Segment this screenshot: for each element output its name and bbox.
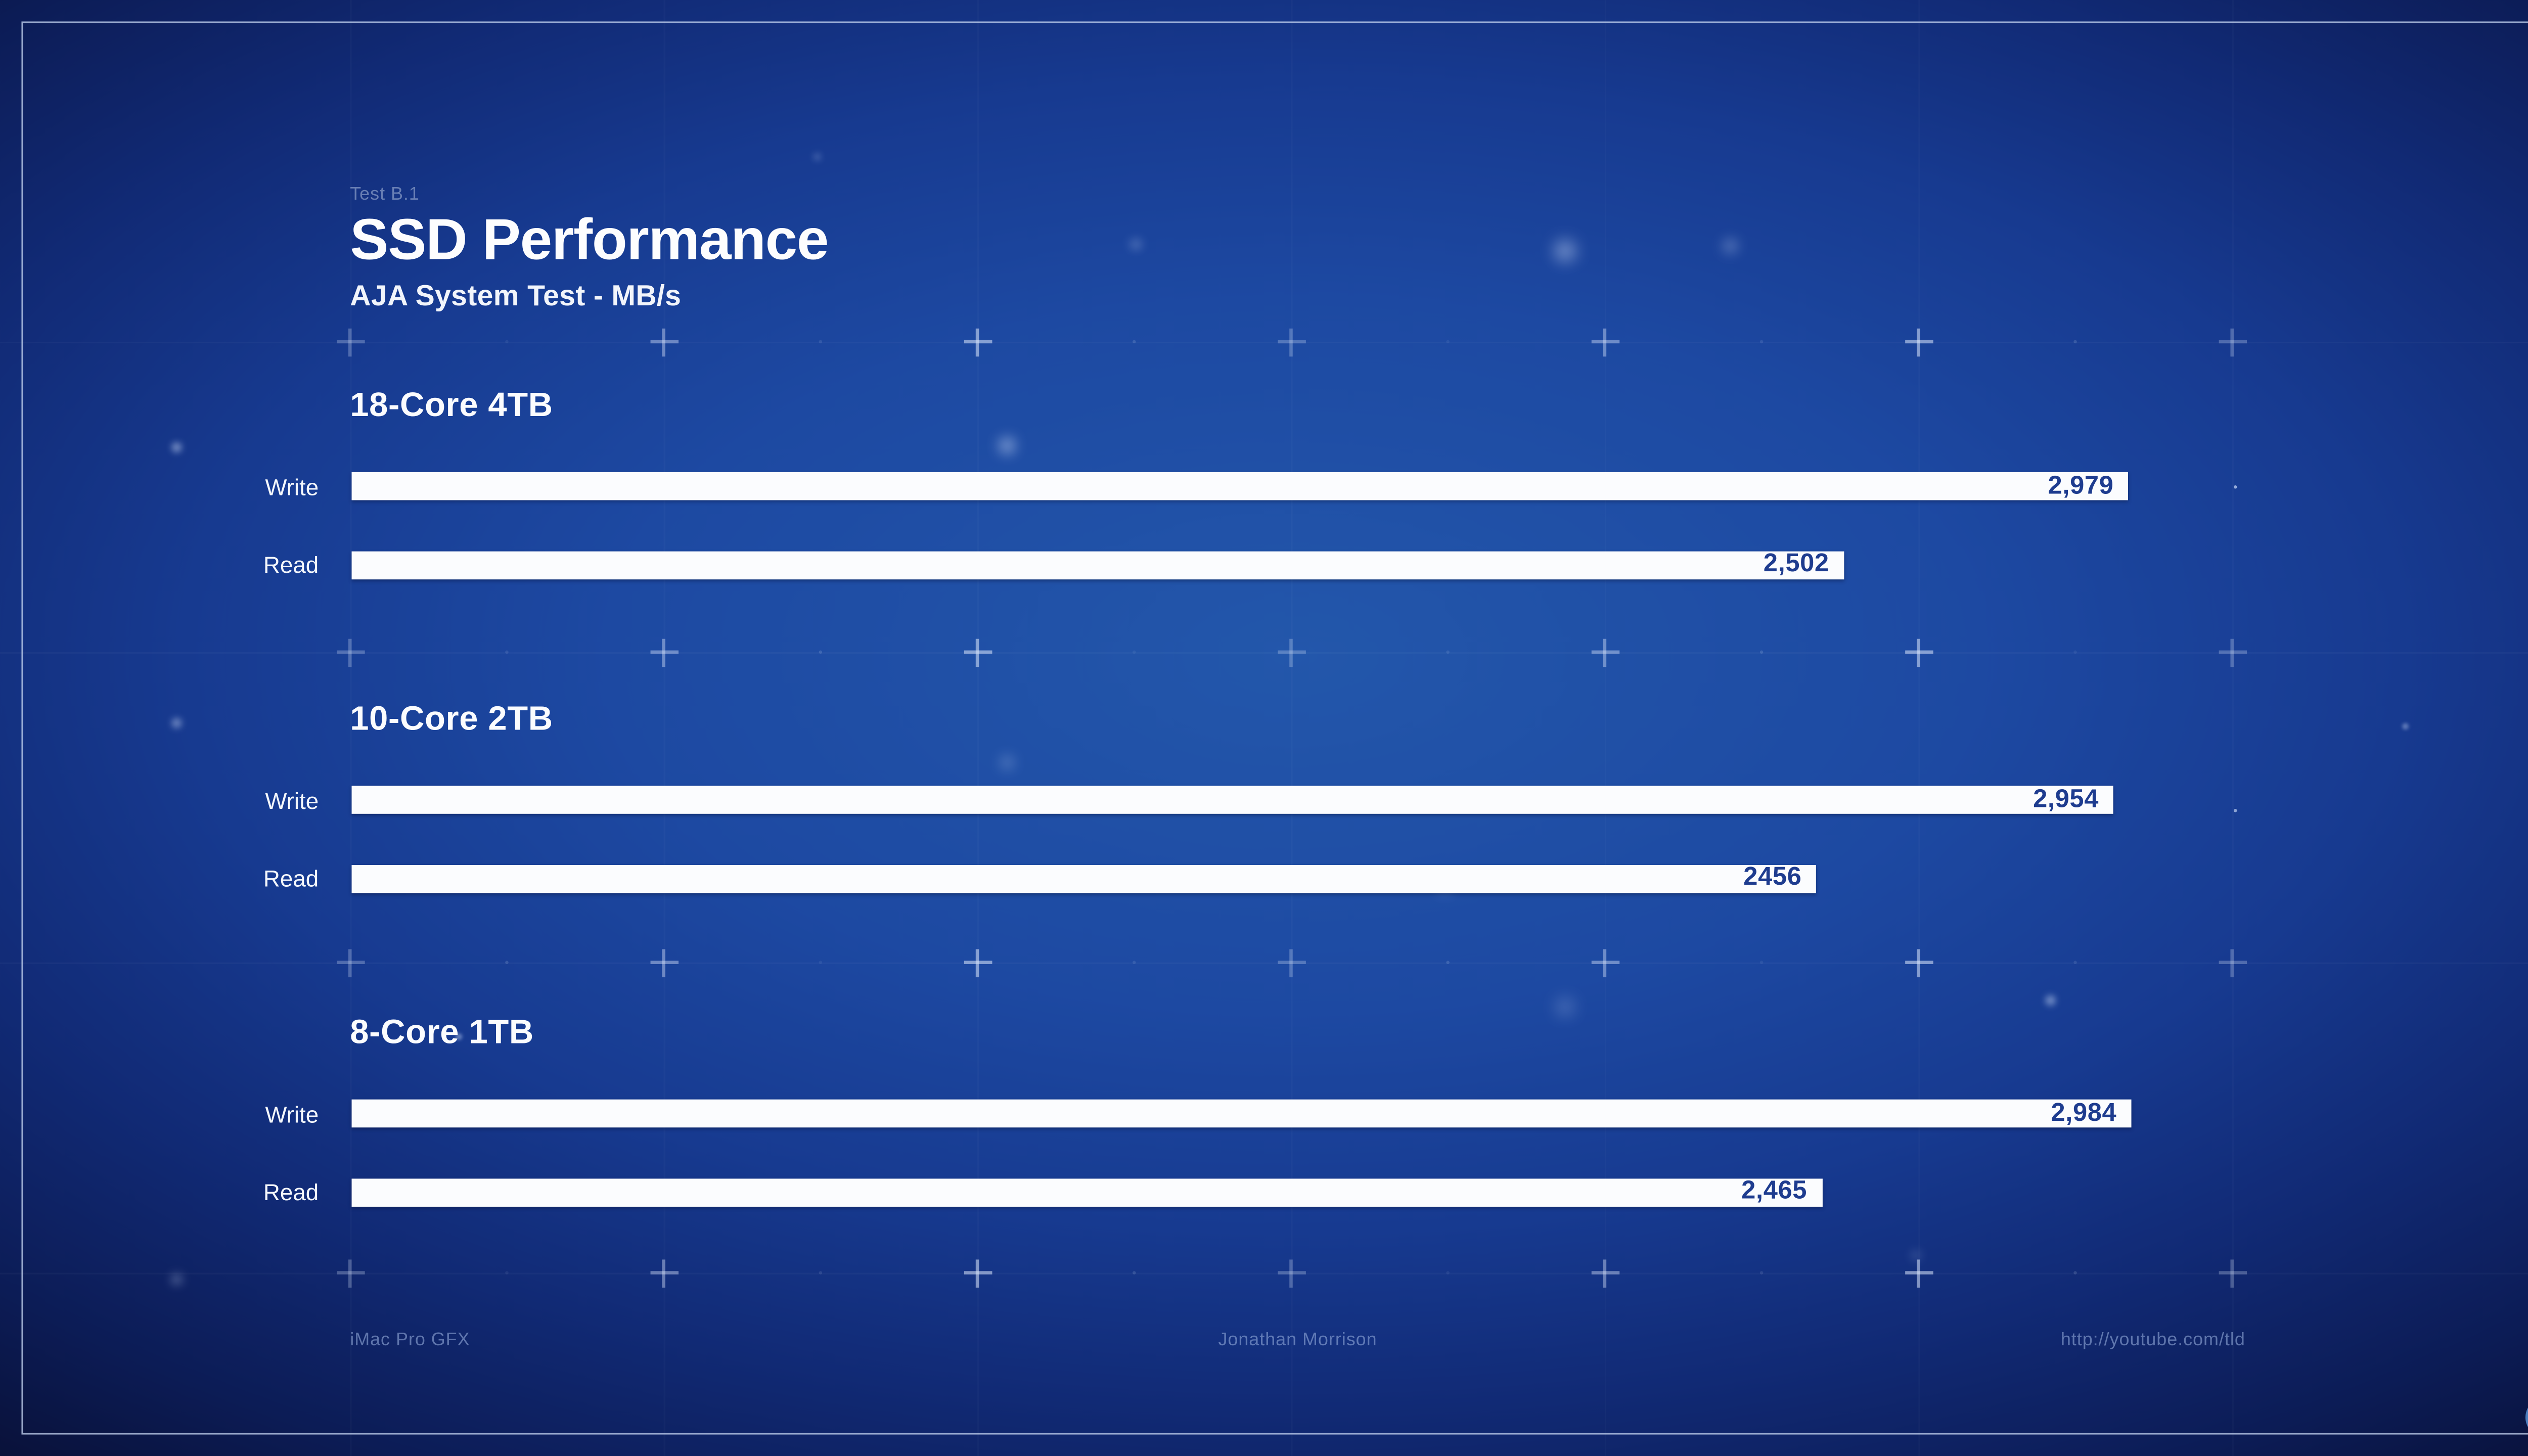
bar-label: Read xyxy=(263,1178,319,1205)
plus-pattern-icon xyxy=(963,638,991,666)
bar-row: Write 2,979 xyxy=(0,471,2528,500)
bar-value: 2456 xyxy=(1743,863,1802,892)
bar: 2,465 xyxy=(351,1177,1822,1206)
plus-pattern-icon xyxy=(1277,1258,1305,1287)
bar-label: Write xyxy=(265,786,319,813)
plus-pattern-icon xyxy=(649,948,678,977)
bar-value: 2,465 xyxy=(1741,1177,1808,1205)
chart-group: 8-Core 1TB Write 2,984 Read 2,465 xyxy=(0,1014,2528,1206)
plus-pattern-icon xyxy=(336,948,364,977)
plus-pattern-icon xyxy=(1904,1258,1933,1287)
chart-group: 10-Core 2TB Write 2,954 Read 2456 xyxy=(0,700,2528,892)
page-title: SSD Performance xyxy=(350,208,829,272)
plus-pattern-icon xyxy=(1277,638,1305,666)
bar: 2,984 xyxy=(351,1099,2132,1128)
footer-right-url: http://youtube.com/tld xyxy=(2060,1330,2245,1351)
bar-track: 2,465 xyxy=(351,1177,2201,1206)
bar-row: Read 2,502 xyxy=(0,550,2528,579)
bar-label: Write xyxy=(265,1100,319,1127)
bar-label: Read xyxy=(263,551,319,578)
bar-value: 2,954 xyxy=(2033,785,2099,813)
bar-row: Read 2,465 xyxy=(0,1177,2528,1206)
plus-pattern-icon xyxy=(2218,948,2246,977)
plus-pattern-icon xyxy=(2218,638,2246,666)
plus-pattern-icon xyxy=(2218,1258,2246,1287)
plus-pattern-icon xyxy=(2218,328,2246,356)
bar-track: 2456 xyxy=(351,863,2201,892)
plus-pattern-icon xyxy=(649,328,678,356)
plus-pattern-icon xyxy=(336,638,364,666)
bar-value: 2,979 xyxy=(2048,471,2114,499)
plus-pattern-icon xyxy=(1277,328,1305,356)
chart-group: 18-Core 4TB Write 2,979 Read 2,502 xyxy=(0,386,2528,579)
group-rows: Write 2,954 Read 2456 xyxy=(0,785,2528,892)
plus-pattern-icon xyxy=(649,638,678,666)
bar: 2,979 xyxy=(351,471,2129,500)
plus-pattern-icon xyxy=(1591,638,1619,666)
bar-track: 2,954 xyxy=(351,785,2201,814)
group-title: 8-Core 1TB xyxy=(350,1013,534,1052)
plus-pattern-icon xyxy=(1591,328,1619,356)
footer-center-credit: Jonathan Morrison xyxy=(1218,1330,1377,1351)
group-title: 10-Core 2TB xyxy=(350,700,553,738)
footer: iMac Pro GFX Jonathan Morrison http://yo… xyxy=(350,1331,2245,1354)
bar-value: 2,984 xyxy=(2051,1099,2117,1127)
group-rows: Write 2,984 Read 2,465 xyxy=(0,1099,2528,1206)
group-rows: Write 2,979 Read 2,502 xyxy=(0,471,2528,579)
footer-left-credit: iMac Pro GFX xyxy=(350,1330,470,1351)
plus-pattern-icon xyxy=(963,328,991,356)
bar: 2,954 xyxy=(351,785,2114,814)
page-subtitle: AJA System Test - MB/s xyxy=(350,279,682,312)
bar: 2,502 xyxy=(351,550,1844,579)
plus-pattern-icon xyxy=(1904,328,1933,356)
bar-track: 2,502 xyxy=(351,550,2201,579)
bar-label: Write xyxy=(265,473,319,499)
bar-row: Read 2456 xyxy=(0,863,2528,892)
bar: 2456 xyxy=(351,863,1817,892)
plus-pattern-icon xyxy=(649,1258,678,1287)
bar-label: Read xyxy=(263,865,319,892)
plus-pattern-icon xyxy=(1591,948,1619,977)
group-title: 18-Core 4TB xyxy=(350,386,553,425)
plus-pattern-icon xyxy=(1904,948,1933,977)
bar-track: 2,979 xyxy=(351,471,2201,500)
lightbulb-logo-icon xyxy=(2525,1407,2528,1427)
plus-pattern-icon xyxy=(963,948,991,977)
plus-pattern-icon xyxy=(336,328,364,356)
bar-value: 2,502 xyxy=(1763,550,1829,578)
bar-row: Write 2,984 xyxy=(0,1099,2528,1128)
plus-pattern-icon xyxy=(1904,638,1933,666)
plus-pattern-icon xyxy=(1591,1258,1619,1287)
title-block: Test B.1 SSD Performance AJA System Test… xyxy=(350,185,829,314)
test-label: Test B.1 xyxy=(350,185,420,205)
bar-row: Write 2,954 xyxy=(0,785,2528,814)
plus-pattern-icon xyxy=(336,1258,364,1287)
bar-track: 2,984 xyxy=(351,1099,2201,1128)
plus-pattern-icon xyxy=(1277,948,1305,977)
plus-pattern-icon xyxy=(963,1258,991,1287)
